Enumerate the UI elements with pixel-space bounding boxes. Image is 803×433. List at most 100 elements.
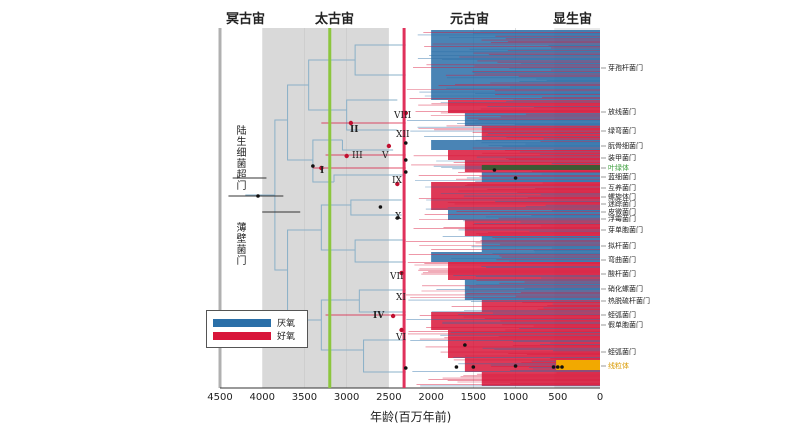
phylum-label: 芽孢杆菌门 [608,64,643,72]
node-marker [311,164,315,168]
root-node [256,194,260,198]
phylum-label: 酸杆菌门 [608,270,636,278]
tree-branch [341,140,394,151]
phylum-label: 蛭弧菌门 [608,311,636,319]
tree-branch [363,339,406,350]
clade-marker-label: XI [396,293,406,303]
tree-branch [354,250,406,263]
tree-branch [350,205,402,216]
phylum-label: 弯曲菌门 [608,256,636,264]
node-marker [403,141,408,145]
tree-branch [358,289,406,300]
phylum-label: 假单胞菌门 [608,321,643,329]
phylum-label: 迷踪菌门 [608,200,636,208]
phylum-label: 浮霉菌门 [608,215,636,223]
tree-branch [363,350,406,373]
tree-branch [346,110,398,131]
tree-branch [320,230,356,251]
legend: 厌氧 好氧 [206,310,308,348]
node-marker [492,168,497,172]
phylum-label: 线粒体 [608,362,629,370]
aerobic-node [348,120,354,126]
tree-branch [320,320,364,351]
clade-marker-label: III [352,151,363,161]
node-marker [403,170,408,174]
node-marker [560,365,564,369]
phylum-label: 拟杆菌门 [608,242,636,250]
clade-block [481,172,600,182]
x-tick-label: 4500 [207,392,233,403]
tree-branch [287,229,322,270]
tree-branch [358,300,406,313]
legend-swatch-anaerobic [213,319,271,327]
supergroup-label-top: 陆生细菌超门 [234,125,245,191]
tree-branch [333,174,406,182]
chloroplast-clade [481,165,600,170]
eon-label-hadean: 冥古宙 [226,12,266,27]
aerobic-node [399,327,404,333]
tree-branch [346,99,398,110]
clade-block [448,150,600,160]
tree-branch [350,199,402,205]
clade-marker-label: VI [396,333,407,343]
tree-branch [354,239,406,250]
mitochondria-clade [556,360,600,370]
tree-branch [274,119,288,195]
tree-branch [354,60,406,76]
phylum-label: 皮微菌门 [608,208,636,216]
node-marker [403,366,408,370]
aerobic-node [399,270,404,276]
phylum-label: 装甲菌门 [608,154,636,162]
clade-marker-label: II [350,125,359,135]
tree-branch [354,44,406,60]
tree-branch [274,195,288,271]
clade-marker-label: XII [396,130,410,140]
phylum-label: 螺旋体门 [608,193,636,201]
aerobic-node [403,110,408,116]
x-tick-label: 2500 [376,392,402,403]
clade-marker-label: IX [392,176,402,186]
aerobic-node [344,153,349,159]
x-tick-label: 4000 [249,392,275,403]
aerobic-node [319,165,324,171]
node-marker [454,365,459,369]
x-tick-label: 1500 [460,392,487,403]
node-marker [555,365,560,369]
x-tick-label: 500 [548,392,568,403]
node-marker [378,205,383,209]
tree-branch [320,299,360,320]
tree-branch [320,204,351,230]
phylum-label: 蛭弧菌门 [608,348,636,356]
phylum-label: 叶绿体 [608,164,629,172]
aerobic-node [395,181,400,187]
eon-label-proterozoic: 元古宙 [450,12,490,27]
supergroup-label-bottom: 薄壁菌门 [234,222,245,266]
clade-marker-label: V [382,151,389,161]
node-marker [513,364,518,368]
x-tick-label: 3500 [291,392,318,403]
clade-marker-label: X [395,212,402,222]
legend-label-aerobic: 好氧 [277,332,296,342]
aerobic-node [390,313,396,319]
legend-label-anaerobic: 厌氧 [277,319,296,329]
node-marker [513,176,518,180]
aerobic-node [386,143,392,149]
eon-label-phanerozoic: 显生宙 [553,12,593,27]
x-tick-label: 1000 [502,392,529,403]
phylum-label: 硝化螺菌门 [608,285,643,293]
clade-marker-label: VIII [394,111,412,121]
x-tick-label: 3000 [333,392,360,403]
phylum-label: 热脱硫杆菌门 [608,297,650,305]
node-marker [471,365,476,369]
clade-block [431,140,600,150]
clade-block [464,220,600,236]
node-marker [551,365,556,369]
x-tick-label: 0 [596,392,604,403]
node-marker [463,343,467,347]
clade-marker-label: I [320,166,325,176]
node-marker [395,216,400,220]
node-marker [403,158,408,162]
phylum-label: 绿弯菌门 [608,127,636,135]
